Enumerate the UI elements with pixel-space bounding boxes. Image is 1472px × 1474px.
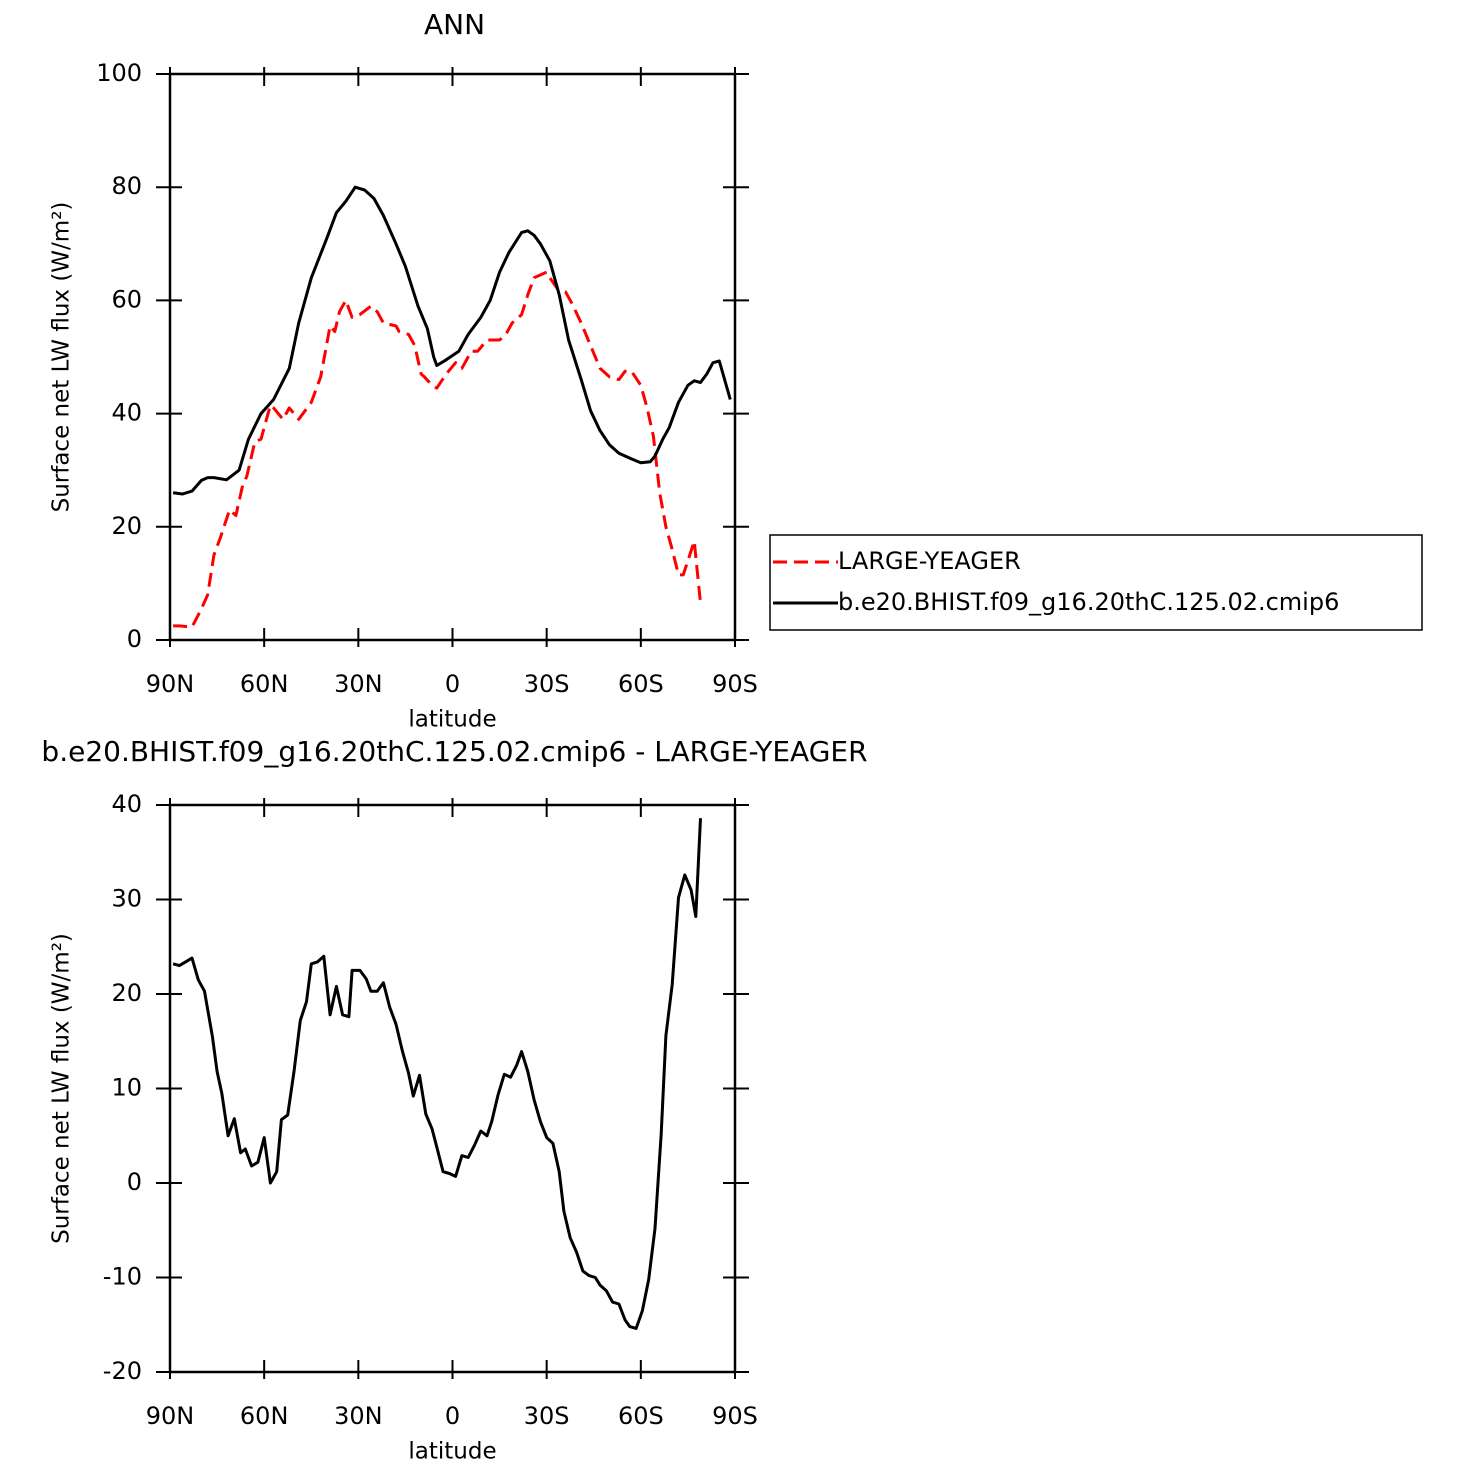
x-tick-label: 90N	[146, 670, 195, 698]
y-tick-label: 30	[111, 885, 142, 913]
y-tick-label: 0	[127, 1168, 142, 1196]
legend-box	[769, 534, 1423, 631]
x-tick-label: 60N	[240, 670, 289, 698]
legend-label: b.e20.BHIST.f09_g16.20thC.125.02.cmip6	[838, 588, 1339, 616]
x-tick-label: 30N	[334, 1402, 383, 1430]
y-axis-label: Surface net LW flux (W/m²)	[49, 933, 75, 1244]
y-tick-label: 40	[111, 399, 142, 427]
x-axis-label: latitude	[408, 1439, 496, 1465]
x-axis-label: latitude	[408, 707, 496, 733]
data-line	[172, 818, 702, 1330]
y-tick-label: 100	[96, 59, 142, 87]
y-tick-label: 80	[111, 172, 142, 200]
x-tick-label: 30S	[524, 1402, 570, 1430]
y-tick-label: 20	[111, 512, 142, 540]
x-tick-label: 60S	[618, 1402, 664, 1430]
x-tick-label: 0	[445, 670, 460, 698]
x-tick-label: 90S	[712, 670, 758, 698]
y-tick-label: 40	[111, 790, 142, 818]
chart-title: b.e20.BHIST.f09_g16.20thC.125.02.cmip6 -…	[41, 735, 867, 768]
x-tick-label: 30S	[524, 670, 570, 698]
chart-title: ANN	[424, 8, 485, 41]
y-tick-label: 20	[111, 979, 142, 1007]
data-line	[172, 185, 732, 496]
plot-frame	[168, 72, 737, 642]
x-tick-label: 60S	[618, 670, 664, 698]
y-tick-label: 0	[127, 625, 142, 653]
x-tick-label: 30N	[334, 670, 383, 698]
data-line	[173, 270, 702, 629]
legend-label: LARGE-YEAGER	[838, 547, 1021, 575]
x-tick-label: 90N	[146, 1402, 195, 1430]
y-tick-label: -10	[103, 1263, 142, 1291]
y-axis-label: Surface net LW flux (W/m²)	[49, 202, 75, 513]
plot-frame	[168, 803, 737, 1374]
y-tick-label: 10	[111, 1074, 142, 1102]
y-tick-label: -20	[103, 1357, 142, 1385]
x-tick-label: 60N	[240, 1402, 289, 1430]
x-tick-label: 90S	[712, 1402, 758, 1430]
y-tick-label: 60	[111, 285, 142, 313]
x-tick-label: 0	[445, 1402, 460, 1430]
